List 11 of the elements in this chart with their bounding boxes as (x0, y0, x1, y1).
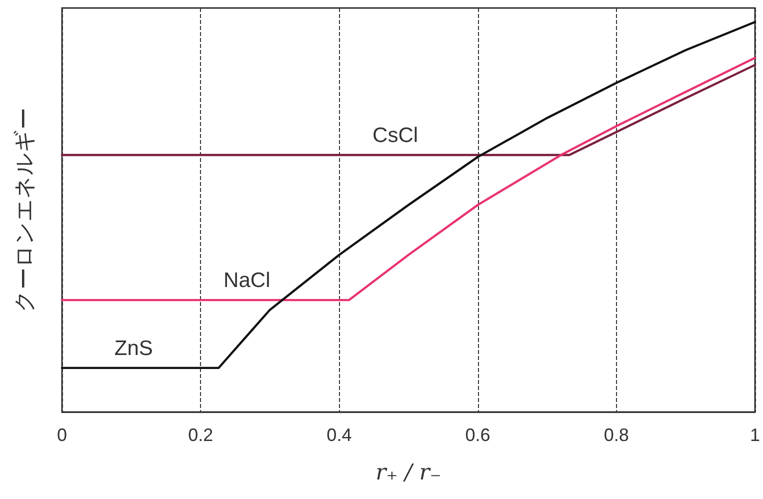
x-tick-label: 0.4 (326, 425, 352, 445)
x-tick-label: 0 (56, 425, 68, 445)
x-tick-label: 0.6 (465, 425, 490, 445)
x-axis-title: r₊ / r₋ (376, 460, 442, 486)
x-tick-label: 0.8 (604, 425, 629, 445)
x-tick-label: 1 (750, 425, 760, 445)
series-label: NaCl (224, 269, 270, 292)
series-label: CsCl (372, 124, 418, 148)
y-axis-title: クーロンエネルギー (12, 108, 38, 312)
x-tick-label: 0.2 (188, 425, 214, 445)
series-label: ZnS (114, 336, 153, 360)
